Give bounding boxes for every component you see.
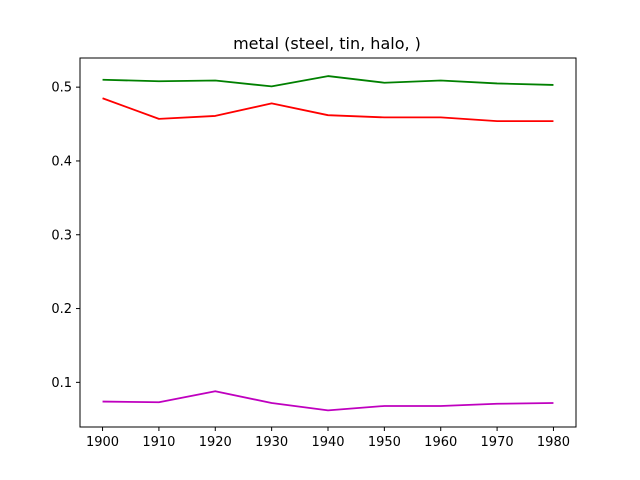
x-tick-label: 1980	[537, 435, 570, 450]
series-line-0	[102, 75, 554, 88]
y-tick-label: 0.3	[51, 228, 72, 243]
x-tick-label: 1920	[199, 435, 232, 450]
chart-title: metal (steel, tin, halo, )	[233, 34, 421, 53]
y-tick-label: 0.1	[51, 376, 72, 391]
x-tick-label: 1910	[142, 435, 175, 450]
x-axis: 1900 1910 1920 1930 1940 1950 1960 1970 1980	[86, 427, 570, 450]
plot-frame	[79, 57, 577, 428]
series-layer	[102, 75, 554, 412]
y-tick-label: 0.5	[51, 81, 72, 96]
series-line-1	[102, 97, 554, 122]
x-tick-label: 1930	[255, 435, 288, 450]
x-tick-label: 1940	[311, 435, 344, 450]
y-axis: 0.1 0.2 0.3 0.4 0.5	[51, 81, 80, 391]
y-tick-label: 0.4	[51, 154, 72, 169]
series-line-2	[102, 390, 554, 412]
x-tick-label: 1900	[86, 435, 119, 450]
x-tick-label: 1970	[481, 435, 514, 450]
x-tick-label: 1960	[424, 435, 457, 450]
x-tick-label: 1950	[368, 435, 401, 450]
y-tick-label: 0.2	[51, 302, 72, 317]
